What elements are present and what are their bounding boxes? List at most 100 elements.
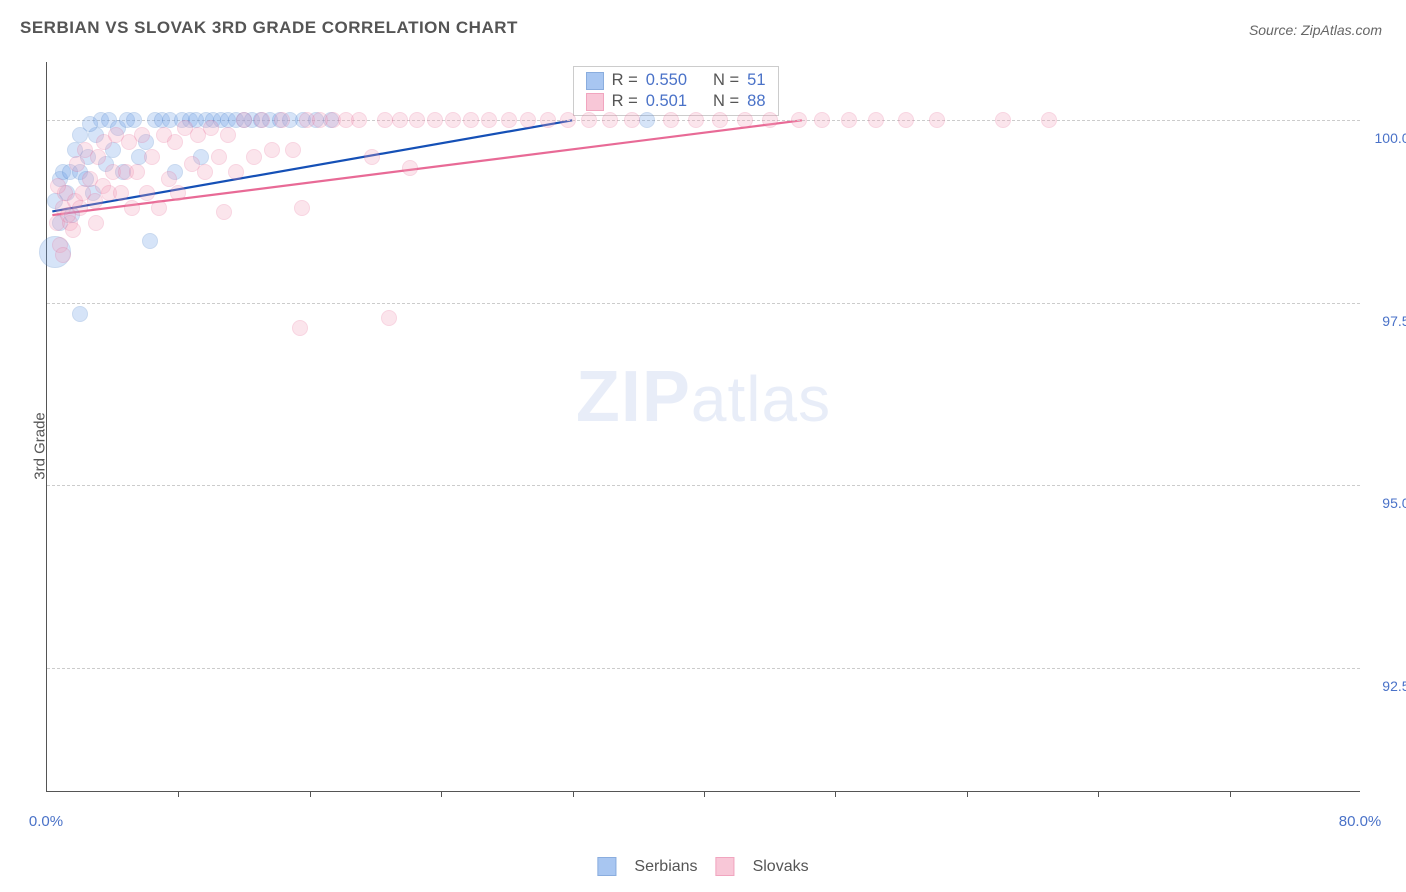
bottom-legend: Serbians Slovaks	[597, 857, 808, 876]
x-tick	[1098, 791, 1099, 797]
x-tick	[573, 791, 574, 797]
y-tick-label: 95.0%	[1366, 495, 1406, 511]
y-tick-label: 92.5%	[1366, 678, 1406, 694]
x-tick	[310, 791, 311, 797]
data-point	[688, 112, 704, 128]
data-point	[762, 112, 778, 128]
data-point	[264, 142, 280, 158]
data-point	[560, 112, 576, 128]
data-point	[409, 112, 425, 128]
data-point	[124, 200, 140, 216]
data-point	[663, 112, 679, 128]
data-point	[791, 112, 807, 128]
data-point	[463, 112, 479, 128]
legend-R-label: R =	[612, 92, 638, 111]
data-point	[445, 112, 461, 128]
x-tick	[704, 791, 705, 797]
x-tick-label: 0.0%	[29, 813, 63, 830]
legend-series-label: Serbians	[634, 858, 697, 876]
data-point	[144, 149, 160, 165]
data-point	[139, 185, 155, 201]
x-tick-label: 80.0%	[1339, 813, 1382, 830]
data-point	[814, 112, 830, 128]
data-point	[402, 160, 418, 176]
data-point	[501, 112, 517, 128]
data-point	[72, 306, 88, 322]
gridline	[47, 668, 1360, 669]
data-point	[236, 112, 252, 128]
data-point	[220, 127, 236, 143]
data-point	[737, 112, 753, 128]
stats-legend-row: R = 0.550 N = 51	[586, 71, 766, 90]
data-point	[203, 120, 219, 136]
data-point	[211, 149, 227, 165]
x-tick	[178, 791, 179, 797]
data-point	[254, 112, 270, 128]
y-tick-label: 100.0%	[1366, 130, 1406, 146]
data-point	[995, 112, 1011, 128]
legend-swatch	[597, 857, 616, 876]
data-point	[167, 134, 183, 150]
data-point	[351, 112, 367, 128]
data-point	[151, 200, 167, 216]
data-point	[129, 164, 145, 180]
data-point	[520, 112, 536, 128]
source-label: Source: ZipAtlas.com	[1249, 22, 1382, 38]
legend-N-label: N =	[713, 71, 739, 90]
data-point	[294, 200, 310, 216]
x-tick	[967, 791, 968, 797]
data-point	[126, 112, 142, 128]
data-point	[274, 112, 290, 128]
legend-R-value: 0.550	[646, 71, 687, 90]
data-point	[624, 112, 640, 128]
data-point	[113, 185, 129, 201]
stats-legend: R =0.550N =51R =0.501N =88	[573, 66, 779, 116]
data-point	[65, 222, 81, 238]
legend-R-label: R =	[612, 71, 638, 90]
stats-legend-row: R =0.501N =88	[586, 92, 766, 111]
x-tick	[835, 791, 836, 797]
data-point	[540, 112, 556, 128]
data-point	[228, 164, 244, 180]
data-point	[481, 112, 497, 128]
data-point	[50, 178, 66, 194]
data-point	[639, 112, 655, 128]
data-point	[377, 112, 393, 128]
data-point	[90, 149, 106, 165]
data-point	[246, 149, 262, 165]
legend-swatch	[716, 857, 735, 876]
legend-N-value: 51	[747, 71, 765, 90]
legend-series-label: Slovaks	[753, 858, 809, 876]
data-point	[929, 112, 945, 128]
data-point	[69, 156, 85, 172]
data-point	[381, 310, 397, 326]
data-point	[427, 112, 443, 128]
chart-plot-area: ZIPatlas R =0.550N =51R =0.501N =88 92.5…	[46, 62, 1360, 792]
data-point	[285, 142, 301, 158]
data-point	[216, 204, 232, 220]
data-point	[60, 207, 76, 223]
legend-swatch	[586, 93, 604, 111]
data-point	[197, 164, 213, 180]
data-point	[87, 193, 103, 209]
data-point	[712, 112, 728, 128]
y-tick-label: 97.5%	[1366, 313, 1406, 329]
legend-R-value: 0.501	[646, 92, 687, 111]
data-point	[134, 127, 150, 143]
chart-title: SERBIAN VS SLOVAK 3RD GRADE CORRELATION …	[20, 18, 518, 38]
gridline	[47, 485, 1360, 486]
data-point	[581, 112, 597, 128]
data-point	[364, 149, 380, 165]
data-point	[898, 112, 914, 128]
data-point	[392, 112, 408, 128]
legend-N-label: N =	[713, 92, 739, 111]
data-point	[841, 112, 857, 128]
data-point	[55, 247, 71, 263]
data-point	[170, 185, 186, 201]
data-point	[292, 320, 308, 336]
data-point	[142, 233, 158, 249]
data-point	[1041, 112, 1057, 128]
data-point	[82, 116, 98, 132]
legend-swatch	[586, 72, 604, 90]
gridline	[47, 303, 1360, 304]
